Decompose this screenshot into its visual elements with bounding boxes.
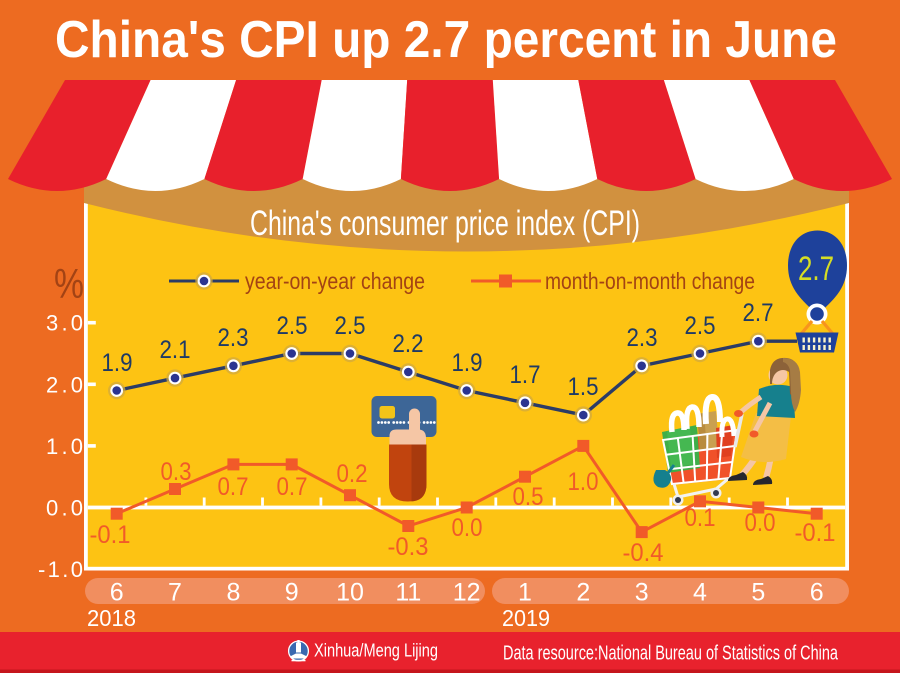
svg-text:2: 2: [576, 579, 590, 607]
svg-text:8: 8: [226, 579, 240, 607]
svg-text:1.7: 1.7: [510, 361, 541, 389]
svg-text:1.9: 1.9: [452, 349, 483, 377]
svg-text:2.3: 2.3: [218, 324, 249, 352]
svg-text:0.5: 0.5: [513, 483, 544, 511]
svg-text:Xinhua/Meng Lijing: Xinhua/Meng Lijing: [314, 640, 438, 661]
svg-text:9: 9: [285, 579, 299, 607]
svg-text:China's CPI up 2.7 percent in: China's CPI up 2.7 percent in June: [55, 11, 837, 69]
svg-text:6: 6: [110, 579, 124, 607]
svg-text:7: 7: [168, 579, 182, 607]
svg-text:1.5: 1.5: [568, 373, 599, 401]
svg-text:2019: 2019: [502, 605, 550, 631]
svg-text:0.7: 0.7: [218, 473, 249, 501]
svg-text:0.3: 0.3: [161, 458, 192, 486]
svg-text:1: 1: [518, 579, 532, 607]
svg-text:12: 12: [453, 579, 481, 607]
svg-text:11: 11: [395, 579, 421, 607]
svg-text:month-on-month change: month-on-month change: [545, 268, 755, 294]
svg-text:0.0: 0.0: [452, 514, 483, 542]
svg-text:6: 6: [810, 579, 824, 607]
svg-text:1.0: 1.0: [46, 434, 83, 459]
svg-text:-0.3: -0.3: [388, 533, 429, 561]
svg-text:%: %: [54, 260, 84, 307]
svg-text:0.0: 0.0: [46, 496, 83, 521]
svg-text:-0.4: -0.4: [623, 539, 664, 567]
svg-text:2018: 2018: [87, 605, 136, 631]
svg-text:-0.1: -0.1: [90, 521, 131, 549]
svg-text:2.7: 2.7: [798, 250, 834, 288]
svg-text:3: 3: [635, 579, 649, 607]
svg-text:0.0: 0.0: [745, 509, 776, 537]
svg-text:2.0: 2.0: [46, 372, 83, 397]
svg-text:2.3: 2.3: [627, 324, 658, 352]
svg-text:1.9: 1.9: [102, 349, 133, 377]
svg-text:0.1: 0.1: [685, 504, 716, 532]
svg-text:0.7: 0.7: [277, 473, 308, 501]
svg-text:2.1: 2.1: [160, 336, 191, 364]
svg-text:2.5: 2.5: [277, 312, 308, 340]
svg-text:1.0: 1.0: [568, 468, 599, 496]
svg-text:0.2: 0.2: [337, 460, 368, 488]
svg-text:Data resource:National Bureau: Data resource:National Bureau of Statist…: [503, 643, 839, 665]
svg-text:2.7: 2.7: [743, 299, 774, 327]
svg-text:5: 5: [751, 579, 765, 607]
svg-text:2.5: 2.5: [685, 312, 716, 340]
svg-text:3.0: 3.0: [46, 311, 83, 336]
svg-text:2.2: 2.2: [393, 330, 424, 358]
svg-text:2.5: 2.5: [335, 312, 366, 340]
svg-text:year-on-year change: year-on-year change: [245, 268, 425, 294]
svg-text:4: 4: [693, 579, 707, 607]
svg-text:China's consumer price index (: China's consumer price index (CPI): [250, 204, 640, 243]
svg-text:-0.1: -0.1: [795, 519, 836, 547]
svg-text:10: 10: [336, 579, 364, 607]
